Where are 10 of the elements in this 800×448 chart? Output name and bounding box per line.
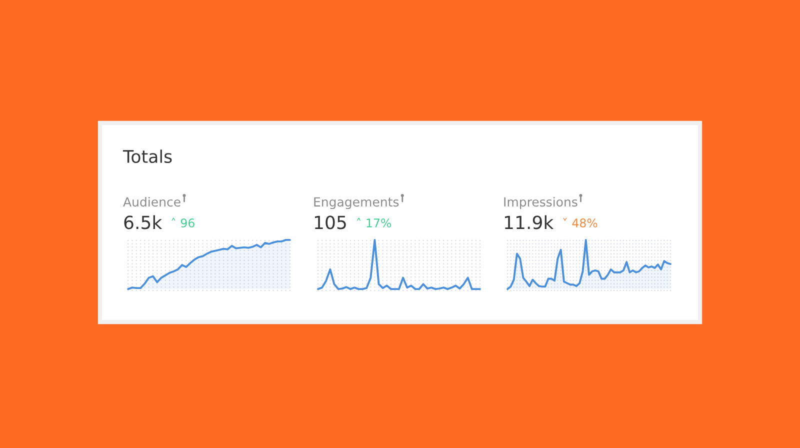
- text: ˅ 48%: [563, 218, 598, 228]
- text: ˄ 17%: [356, 218, 392, 228]
- chart-title: Engagements: [314, 197, 399, 210]
- chart-subtitle: 11.9k: [504, 215, 554, 230]
- chart-title: Audience: [123, 196, 180, 207]
- text: ˄ 96: [172, 218, 194, 228]
- text: Totals: [122, 150, 172, 164]
- chart-subtitle: 6.5k: [124, 215, 162, 230]
- chart-title: Impressions: [504, 196, 578, 210]
- chart-subtitle: 105: [314, 216, 346, 230]
